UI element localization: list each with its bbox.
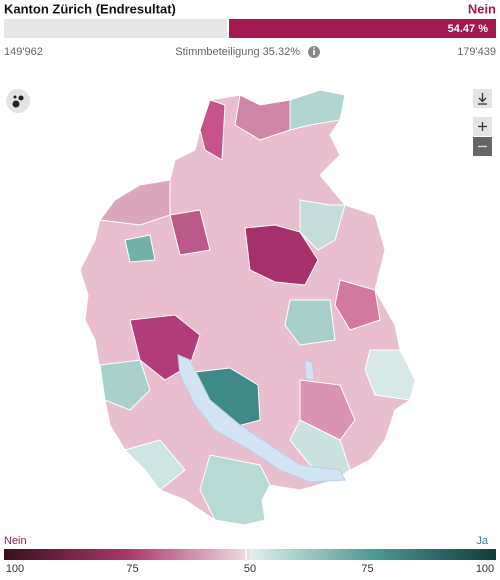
municipality <box>299 379 356 441</box>
legend-tick-label: 75 <box>361 563 373 575</box>
ja-bar <box>4 19 227 38</box>
municipality <box>199 99 226 161</box>
municipality <box>124 234 156 263</box>
municipality <box>364 349 416 401</box>
turnout: Stimmbeteiligung 35.32% <box>175 46 300 58</box>
municipality <box>299 199 346 251</box>
municipality <box>169 209 211 256</box>
ja-votes: 149'962 <box>4 46 43 58</box>
result: Nein <box>468 1 496 16</box>
zoom-out-button[interactable] <box>473 137 492 156</box>
layer-button[interactable] <box>6 89 30 113</box>
title: Kanton Zürich (Endresultat) <box>4 1 176 16</box>
nein-votes: 179'439 <box>457 46 496 58</box>
legend-ticks: 100 75 50 75 100 <box>6 563 494 575</box>
municipality <box>284 299 336 346</box>
municipality <box>334 279 381 331</box>
legend-right: Ja <box>476 535 489 547</box>
municipality <box>289 89 346 131</box>
legend-left: Nein <box>4 535 27 547</box>
municipality <box>99 359 151 411</box>
info-icon[interactable] <box>308 46 320 58</box>
download-button[interactable] <box>473 89 492 108</box>
lake <box>304 359 315 381</box>
percent: 54.47 % <box>448 23 489 35</box>
municipality <box>124 439 186 491</box>
municipality <box>199 454 271 526</box>
zoom-in-button[interactable] <box>473 117 492 136</box>
municipality <box>99 179 171 226</box>
lake <box>177 354 346 483</box>
legend-tick-label: 75 <box>126 563 138 575</box>
legend-tick-label: 100 <box>6 563 24 575</box>
legend-tick-label: 50 <box>244 563 256 575</box>
nein-bar <box>228 19 497 38</box>
legend-tick-label: 100 <box>476 563 494 575</box>
municipality <box>244 224 319 286</box>
legend-scale <box>4 549 496 560</box>
result-bar <box>4 19 497 38</box>
map <box>79 89 416 526</box>
